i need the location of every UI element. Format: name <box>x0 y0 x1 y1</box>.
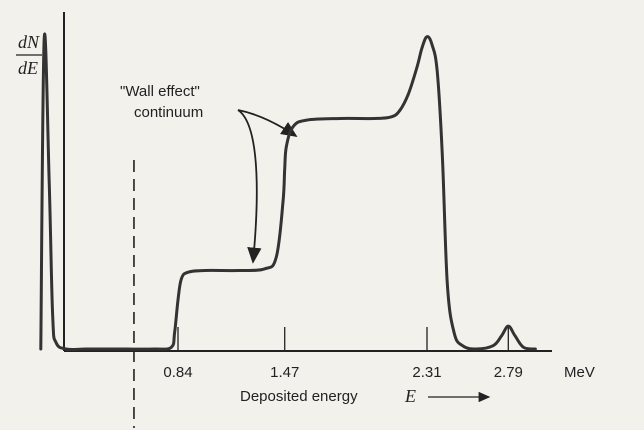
series-group <box>39 32 537 352</box>
annotation-line2: continuum <box>134 104 203 121</box>
x-axis-label: Deposited energy <box>240 388 358 405</box>
x-tick-label: 2.79 <box>494 364 523 381</box>
annotation-line1: "Wall effect" <box>120 83 200 100</box>
x-axis-symbol: E <box>404 386 416 406</box>
y-label-numerator: dN <box>18 32 40 52</box>
spectrum-curve <box>39 32 537 352</box>
y-label-denominator: dE <box>18 58 38 78</box>
x-tick-label: 2.31 <box>412 364 441 381</box>
x-tick-label: 0.84 <box>163 364 192 381</box>
x-unit-label: MeV <box>564 364 595 381</box>
annotation-arrow-up <box>237 109 298 137</box>
x-tick-label: 1.47 <box>270 364 299 381</box>
annotation-arrow-down <box>237 109 262 264</box>
x-ticks: 0.84 1.47 2.31 2.79 <box>163 327 523 381</box>
